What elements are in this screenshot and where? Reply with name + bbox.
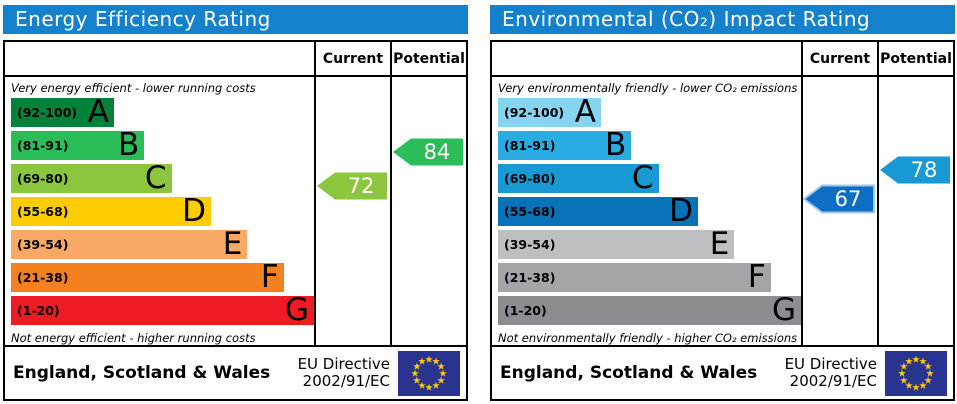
co2-current-column-header: Current: [801, 42, 877, 75]
band-letter: D: [669, 193, 693, 229]
band-letter: B: [605, 127, 627, 163]
energy-rating-table: Current Potential Very energy efficient …: [3, 40, 468, 347]
co2-band-g: (1-20) G: [498, 292, 801, 328]
band-letter: A: [87, 94, 110, 130]
co2-current-value: 67: [834, 187, 862, 211]
band-range-label: (1-20): [17, 303, 60, 318]
energy-current-column: 72: [314, 77, 390, 345]
region-label: England, Scotland & Wales: [13, 363, 271, 383]
co2-footer: England, Scotland & Wales EU Directive 20…: [490, 345, 955, 401]
band-range-label: (55-68): [504, 204, 556, 219]
band-letter: F: [747, 259, 766, 295]
energy-header-spacer: [5, 42, 314, 75]
energy-current-value: 72: [347, 174, 375, 198]
band-range-label: (1-20): [504, 303, 547, 318]
co2-band-d: (55-68) D: [498, 193, 698, 229]
co2-panel-title: Environmental (CO₂) Impact Rating: [490, 5, 955, 34]
co2-bottom-caption: Not environmentally friendly - higher CO…: [498, 331, 798, 345]
band-letter: B: [118, 127, 140, 163]
co2-table-body: Very environmentally friendly - lower CO…: [492, 77, 953, 345]
co2-band-b: (81-91) B: [498, 127, 632, 163]
band-letter: E: [709, 226, 730, 262]
band-range-label: (39-54): [504, 237, 556, 252]
energy-potential-arrow: 84: [392, 137, 464, 167]
eu-directive-label: EU Directive 2002/91/EC: [297, 354, 390, 390]
energy-potential-column: 84: [390, 77, 466, 345]
energy-potential-value: 84: [423, 140, 451, 164]
band-range-label: (21-38): [17, 270, 69, 285]
energy-table-body: Very energy efficient - lower running co…: [5, 77, 466, 345]
co2-band-e: (39-54) E: [498, 226, 735, 262]
band-letter: C: [144, 160, 167, 196]
energy-bands: (92-100) A (81-91) B (69-80) C (55-68) D (39…: [5, 94, 314, 329]
band-letter: A: [574, 94, 597, 130]
co2-rating-table: Current Potential Very environmentally f…: [490, 40, 955, 347]
band-range-label: (92-100): [504, 105, 565, 120]
band-letter: G: [284, 292, 309, 328]
co2-potential-column-header: Potential: [877, 42, 953, 75]
co2-table-header: Current Potential: [492, 42, 953, 77]
band-range-label: (39-54): [17, 237, 69, 252]
co2-impact-panel: Environmental (CO₂) Impact Rating Curren…: [490, 5, 955, 404]
energy-potential-column-header: Potential: [390, 42, 466, 75]
band-letter: D: [182, 193, 206, 229]
energy-table-header: Current Potential: [5, 42, 466, 77]
eu-flag-icon: [398, 350, 460, 396]
co2-top-caption: Very environmentally friendly - lower CO…: [498, 81, 798, 95]
energy-band-c: (69-80) C: [11, 160, 172, 196]
co2-band-a: (92-100) A: [498, 94, 602, 130]
energy-top-caption: Very energy efficient - lower running co…: [11, 81, 256, 95]
band-letter: G: [771, 292, 796, 328]
co2-potential-arrow: 78: [879, 155, 951, 185]
energy-footer: England, Scotland & Wales EU Directive 20…: [3, 345, 468, 401]
co2-bands: (92-100) A (81-91) B (69-80) C (55-68) D (39…: [492, 94, 801, 329]
band-range-label: (69-80): [504, 171, 556, 186]
band-letter: E: [222, 226, 243, 262]
energy-efficiency-panel: Energy Efficiency Rating Current Potenti…: [3, 5, 468, 404]
band-range-label: (92-100): [17, 105, 78, 120]
band-range-label: (81-91): [17, 138, 69, 153]
co2-band-c: (69-80) C: [498, 160, 659, 196]
band-range-label: (81-91): [504, 138, 556, 153]
energy-current-arrow: 72: [316, 171, 388, 201]
energy-current-column-header: Current: [314, 42, 390, 75]
energy-band-d: (55-68) D: [11, 193, 211, 229]
eu-flag-icon: [885, 350, 947, 396]
co2-header-spacer: [492, 42, 801, 75]
co2-band-f: (21-38) F: [498, 259, 771, 295]
band-range-label: (21-38): [504, 270, 556, 285]
co2-potential-column: 78: [877, 77, 953, 345]
co2-potential-value: 78: [910, 158, 938, 182]
band-letter: C: [631, 160, 654, 196]
energy-band-f: (21-38) F: [11, 259, 284, 295]
band-letter: F: [260, 259, 279, 295]
energy-band-g: (1-20) G: [11, 292, 314, 328]
energy-bottom-caption: Not energy efficient - higher running co…: [11, 331, 256, 345]
region-label: England, Scotland & Wales: [500, 363, 758, 383]
energy-band-area: Very energy efficient - lower running co…: [5, 77, 314, 345]
co2-band-area: Very environmentally friendly - lower CO…: [492, 77, 801, 345]
co2-current-column: 67: [801, 77, 877, 345]
energy-band-a: (92-100) A: [11, 94, 115, 130]
energy-band-b: (81-91) B: [11, 127, 145, 163]
eu-directive-label: EU Directive 2002/91/EC: [784, 354, 877, 390]
energy-panel-title: Energy Efficiency Rating: [3, 5, 468, 34]
energy-band-e: (39-54) E: [11, 226, 248, 262]
co2-current-arrow: 67: [803, 184, 875, 214]
band-range-label: (69-80): [17, 171, 69, 186]
band-range-label: (55-68): [17, 204, 69, 219]
